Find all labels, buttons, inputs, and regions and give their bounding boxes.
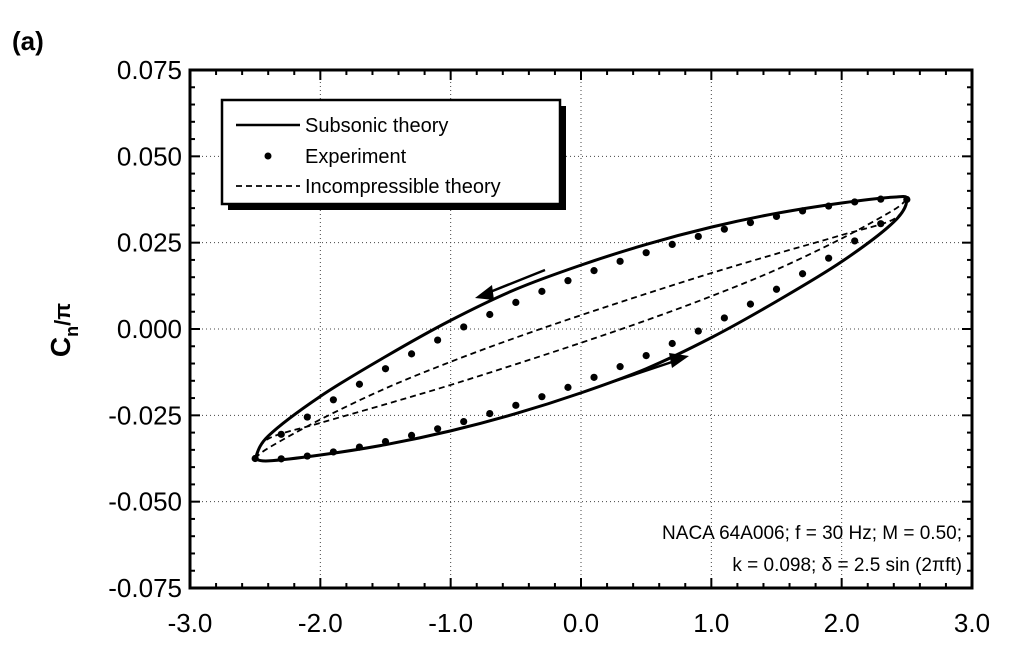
point-experiment: [798, 207, 807, 215]
y-tick-labels: -0.075 -0.050 -0.025 0.000 0.025 0.050 0.075: [108, 55, 182, 603]
y-tick-label: -0.075: [108, 573, 182, 603]
point-experiment: [746, 219, 755, 227]
point-experiment: [434, 425, 442, 433]
point-experiment: [772, 212, 781, 221]
point-experiment: [746, 300, 755, 308]
point-experiment: [668, 339, 676, 348]
point-experiment: [668, 240, 676, 248]
x-tick-label: 2.0: [824, 608, 860, 638]
point-experiment: [877, 195, 885, 203]
point-experiment: [538, 393, 546, 401]
point-experiment: [851, 198, 859, 206]
point-experiment: [407, 350, 416, 358]
point-experiment: [642, 351, 650, 360]
point-experiment: [798, 270, 807, 278]
line-incompressible-theory: [254, 198, 908, 460]
point-experiment: [772, 285, 781, 293]
x-tick-label: 1.0: [693, 608, 729, 638]
point-experiment: [303, 413, 311, 421]
y-axis-label-suffix: /π: [50, 303, 75, 326]
y-tick-label: 0.000: [117, 314, 182, 344]
annotation-line-1: NACA 64A006; f = 30 Hz; M = 0.50;: [662, 523, 962, 544]
legend-label-experiment: Experiment: [305, 146, 407, 168]
x-tick-label: -2.0: [298, 608, 343, 638]
annotation-line-2: k = 0.098; δ = 2.5 sin (2πft): [732, 555, 962, 576]
point-experiment: [851, 237, 859, 245]
point-experiment: [434, 336, 442, 344]
point-experiment: [564, 277, 572, 285]
point-experiment: [329, 396, 337, 404]
axis-ticks: [189, 69, 973, 589]
point-experiment: [616, 363, 624, 371]
line-subsonic-theory: [253, 195, 909, 463]
point-experiment: [303, 452, 311, 460]
point-experiment: [694, 327, 702, 335]
panel-label: (a): [12, 26, 44, 56]
point-experiment: [407, 431, 416, 439]
point-experiment: [564, 383, 572, 391]
point-experiment: [720, 314, 728, 322]
y-tick-label: 0.050: [117, 141, 182, 171]
point-experiment: [460, 417, 468, 426]
legend-swatch-dot: [264, 152, 272, 160]
point-experiment: [329, 448, 337, 456]
point-experiment: [277, 430, 285, 438]
point-experiment: [590, 373, 598, 381]
legend-label-subsonic: Subsonic theory: [305, 115, 448, 137]
point-experiment: [277, 455, 285, 463]
point-experiment: [381, 437, 390, 446]
x-tick-label: -3.0: [168, 608, 213, 638]
point-experiment: [825, 202, 833, 210]
y-axis-label-main: C: [45, 337, 76, 357]
arrow-lower: [611, 353, 689, 384]
point-experiment: [486, 310, 494, 319]
point-experiment: [616, 257, 624, 265]
point-experiment: [512, 401, 520, 409]
point-experiment: [355, 443, 364, 451]
point-experiment: [538, 287, 546, 295]
point-experiment: [590, 267, 598, 275]
y-tick-label: 0.075: [117, 55, 182, 85]
legend-label-incompressible: Incompressible theory: [305, 176, 501, 198]
x-tick-labels: -3.0 -2.0 -1.0 0.0 1.0 2.0 3.0: [168, 608, 990, 638]
y-tick-label: 0.025: [117, 228, 182, 258]
arrow-upper: [475, 268, 546, 300]
y-tick-label: -0.050: [108, 487, 182, 517]
point-experiment: [642, 249, 650, 257]
point-experiment: [460, 323, 468, 331]
series-group: [251, 195, 911, 463]
y-tick-label: -0.025: [108, 400, 182, 430]
point-experiment: [720, 225, 728, 233]
point-experiment: [512, 298, 520, 307]
legend: Subsonic theory Experiment Incompressibl…: [220, 98, 566, 210]
point-experiment: [486, 410, 494, 418]
y-axis-label: Cn/π: [45, 303, 82, 357]
point-experiment: [381, 365, 390, 373]
point-experiment: [694, 232, 702, 241]
x-tick-label: 3.0: [954, 608, 990, 638]
x-tick-label: 0.0: [563, 608, 599, 638]
point-experiment: [355, 380, 364, 388]
point-experiment: [825, 254, 833, 262]
x-tick-label: -1.0: [428, 608, 473, 638]
y-axis-label-sub: n: [62, 326, 82, 337]
